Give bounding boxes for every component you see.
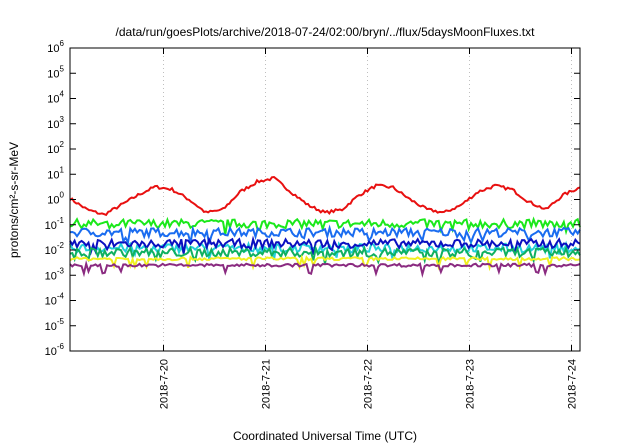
plot-frame	[69, 47, 581, 352]
y-axis-label: protons/cm²-s-sr-MeV	[7, 142, 21, 258]
grid-layer	[163, 48, 572, 351]
series-line-3	[69, 224, 581, 246]
x-tick-label: 2018-7-22	[363, 359, 375, 409]
series-line-5	[69, 235, 581, 256]
y-tick-label: 103	[47, 115, 64, 131]
x-tick-label: 2018-7-23	[465, 359, 477, 409]
series-line-8	[69, 259, 581, 279]
y-tick-label: 105	[47, 64, 64, 80]
y-tick-label: 10-6	[45, 342, 65, 358]
y-tick-label: 10-2	[45, 241, 65, 257]
y-tick-label: 104	[47, 90, 64, 106]
series-line-2	[69, 216, 581, 236]
y-tick-label: 10-3	[45, 266, 65, 282]
series-line-4	[69, 240, 581, 262]
y-tick-label: 102	[47, 140, 64, 156]
x-tick-label: 2018-7-24	[567, 359, 579, 409]
series-line-6	[69, 244, 581, 268]
series-layer	[69, 175, 581, 279]
chart-title: /data/run/goesPlots/archive/2018-07-24/0…	[116, 25, 536, 39]
y-tick-label: 106	[47, 39, 64, 55]
y-tick-label: 100	[47, 191, 64, 207]
series-line-1	[69, 175, 581, 217]
y-tick-label: 101	[47, 165, 64, 181]
x-tick-label: 2018-7-20	[159, 359, 171, 409]
series-line-7	[69, 254, 581, 272]
y-tick-label: 10-1	[45, 216, 65, 232]
y-tick-label: 10-4	[45, 292, 65, 308]
x-axis-label: Coordinated Universal Time (UTC)	[233, 429, 417, 443]
axis-layer: 10-6 10-5 10-4 10-3 10-2 10-1 100 101 102 103 104 1…	[45, 39, 580, 409]
y-tick-label: 10-5	[45, 317, 65, 333]
x-tick-label: 2018-7-21	[261, 359, 273, 409]
